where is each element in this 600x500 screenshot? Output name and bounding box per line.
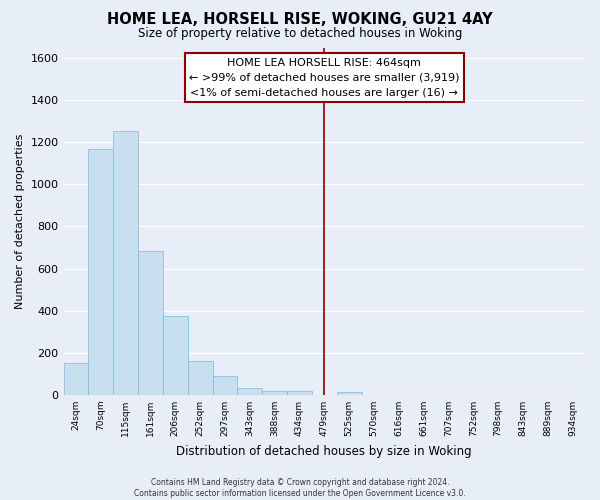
Y-axis label: Number of detached properties: Number of detached properties — [15, 134, 25, 309]
Text: Contains HM Land Registry data © Crown copyright and database right 2024.
Contai: Contains HM Land Registry data © Crown c… — [134, 478, 466, 498]
Text: Size of property relative to detached houses in Woking: Size of property relative to detached ho… — [138, 28, 462, 40]
Bar — [287, 390, 312, 395]
Bar — [113, 130, 138, 395]
Bar — [188, 361, 212, 395]
Bar — [88, 148, 113, 395]
Bar — [64, 364, 88, 395]
Bar — [212, 376, 238, 395]
Bar — [163, 316, 188, 395]
Text: HOME LEA HORSELL RISE: 464sqm
← >99% of detached houses are smaller (3,919)
<1% : HOME LEA HORSELL RISE: 464sqm ← >99% of … — [189, 58, 460, 98]
Text: HOME LEA, HORSELL RISE, WOKING, GU21 4AY: HOME LEA, HORSELL RISE, WOKING, GU21 4AY — [107, 12, 493, 28]
Bar — [262, 390, 287, 395]
X-axis label: Distribution of detached houses by size in Woking: Distribution of detached houses by size … — [176, 444, 472, 458]
Bar — [238, 388, 262, 395]
Bar — [138, 250, 163, 395]
Bar — [337, 392, 362, 395]
